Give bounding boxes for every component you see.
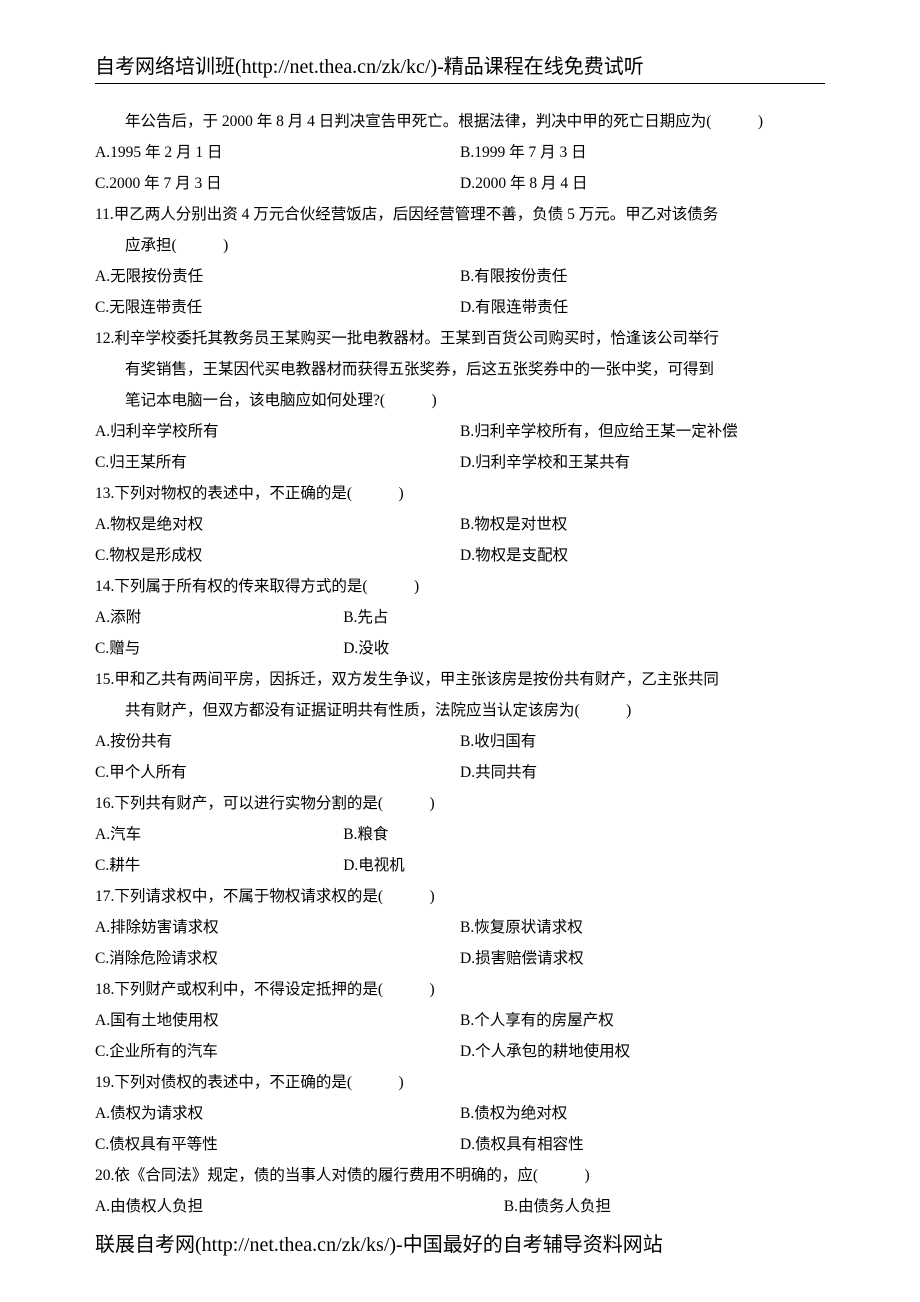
q10-opt-d: D.2000 年 8 月 4 日: [460, 168, 825, 199]
q12-opt-b: B.归利辛学校所有，但应给王某一定补偿: [460, 416, 825, 447]
q19-opts-row1: A.债权为请求权 B.债权为绝对权: [95, 1098, 825, 1129]
q12-stem-line2: 有奖销售，王某因代买电教器材而获得五张奖券，后这五张奖券中的一张中奖，可得到: [95, 354, 825, 385]
q13-opt-d: D.物权是支配权: [460, 540, 825, 571]
q14-opt-d: D.没收: [343, 633, 825, 664]
q15-opts-row2: C.甲个人所有 D.共同共有: [95, 757, 825, 788]
q19-opt-b: B.债权为绝对权: [460, 1098, 825, 1129]
q12-opts-row2: C.归王某所有 D.归利辛学校和王某共有: [95, 447, 825, 478]
q16-opts-row2: C.耕牛 D.电视机: [95, 850, 825, 881]
q19-opts-row2: C.债权具有平等性 D.债权具有相容性: [95, 1129, 825, 1160]
q12-opts-row1: A.归利辛学校所有 B.归利辛学校所有，但应给王某一定补偿: [95, 416, 825, 447]
q19-opt-d: D.债权具有相容性: [460, 1129, 825, 1160]
q14-opts-row2: C.赠与 D.没收: [95, 633, 825, 664]
q11-opts-row2: C.无限连带责任 D.有限连带责任: [95, 292, 825, 323]
q13-opts-row2: C.物权是形成权 D.物权是支配权: [95, 540, 825, 571]
q12-opt-c: C.归王某所有: [95, 447, 460, 478]
q18-stem: 18.下列财产或权利中，不得设定抵押的是( ): [95, 974, 825, 1005]
q14-opt-c: C.赠与: [95, 633, 343, 664]
q18-opts-row2: C.企业所有的汽车 D.个人承包的耕地使用权: [95, 1036, 825, 1067]
q19-opt-c: C.债权具有平等性: [95, 1129, 460, 1160]
q15-opt-b: B.收归国有: [460, 726, 825, 757]
exam-content: 年公告后，于 2000 年 8 月 4 日判决宣告甲死亡。根据法律，判决中甲的死…: [95, 106, 825, 1222]
q12-opt-a: A.归利辛学校所有: [95, 416, 460, 447]
q11-opts-row1: A.无限按份责任 B.有限按份责任: [95, 261, 825, 292]
q14-opt-b: B.先占: [343, 602, 825, 633]
q17-opt-d: D.损害赔偿请求权: [460, 943, 825, 974]
q13-stem: 13.下列对物权的表述中，不正确的是( ): [95, 478, 825, 509]
q18-opt-c: C.企业所有的汽车: [95, 1036, 460, 1067]
page-header: 自考网络培训班(http://net.thea.cn/zk/kc/)-精品课程在…: [95, 50, 825, 84]
q20-opts-row1: A.由债权人负担 B.由债务人负担: [95, 1191, 825, 1222]
q14-opt-a: A.添附: [95, 602, 343, 633]
q15-opt-d: D.共同共有: [460, 757, 825, 788]
q16-stem: 16.下列共有财产，可以进行实物分割的是( ): [95, 788, 825, 819]
q15-stem-line2: 共有财产，但双方都没有证据证明共有性质，法院应当认定该房为( ): [95, 695, 825, 726]
q12-opt-d: D.归利辛学校和王某共有: [460, 447, 825, 478]
q13-opt-b: B.物权是对世权: [460, 509, 825, 540]
q19-opt-a: A.债权为请求权: [95, 1098, 460, 1129]
q17-opts-row2: C.消除危险请求权 D.损害赔偿请求权: [95, 943, 825, 974]
q11-opt-c: C.无限连带责任: [95, 292, 460, 323]
q15-opts-row1: A.按份共有 B.收归国有: [95, 726, 825, 757]
q14-opts-row1: A.添附 B.先占: [95, 602, 825, 633]
q10-cont-text: 年公告后，于 2000 年 8 月 4 日判决宣告甲死亡。根据法律，判决中甲的死…: [95, 106, 825, 137]
q20-stem: 20.依《合同法》规定，债的当事人对债的履行费用不明确的，应( ): [95, 1160, 825, 1191]
q18-opts-row1: A.国有土地使用权 B.个人享有的房屋产权: [95, 1005, 825, 1036]
q14-stem: 14.下列属于所有权的传来取得方式的是( ): [95, 571, 825, 602]
q11-stem-line1: 11.甲乙两人分别出资 4 万元合伙经营饭店，后因经营管理不善，负债 5 万元。…: [95, 199, 825, 230]
q15-opt-a: A.按份共有: [95, 726, 460, 757]
q12-stem-line1: 12.利辛学校委托其教务员王某购买一批电教器材。王某到百货公司购买时，恰逢该公司…: [95, 323, 825, 354]
q17-opt-c: C.消除危险请求权: [95, 943, 460, 974]
q12-stem-line3: 笔记本电脑一台，该电脑应如何处理?( ): [95, 385, 825, 416]
q17-opts-row1: A.排除妨害请求权 B.恢复原状请求权: [95, 912, 825, 943]
q20-opt-b: B.由债务人负担: [504, 1191, 825, 1222]
q10-opts-row2: C.2000 年 7 月 3 日 D.2000 年 8 月 4 日: [95, 168, 825, 199]
q20-opt-a: A.由债权人负担: [95, 1191, 504, 1222]
q10-continuation: 年公告后，于 2000 年 8 月 4 日判决宣告甲死亡。根据法律，判决中甲的死…: [95, 106, 825, 137]
q17-opt-a: A.排除妨害请求权: [95, 912, 460, 943]
q17-opt-b: B.恢复原状请求权: [460, 912, 825, 943]
q13-opts-row1: A.物权是绝对权 B.物权是对世权: [95, 509, 825, 540]
q18-opt-b: B.个人享有的房屋产权: [460, 1005, 825, 1036]
q15-opt-c: C.甲个人所有: [95, 757, 460, 788]
q19-stem: 19.下列对债权的表述中，不正确的是( ): [95, 1067, 825, 1098]
q16-opt-d: D.电视机: [343, 850, 825, 881]
q10-opt-b: B.1999 年 7 月 3 日: [460, 137, 825, 168]
q16-opt-b: B.粮食: [343, 819, 825, 850]
page-footer: 联展自考网(http://net.thea.cn/zk/ks/)-中国最好的自考…: [95, 1228, 825, 1257]
q16-opt-a: A.汽车: [95, 819, 343, 850]
q16-opts-row1: A.汽车 B.粮食: [95, 819, 825, 850]
q15-stem-line1: 15.甲和乙共有两间平房，因拆迁，双方发生争议，甲主张该房是按份共有财产，乙主张…: [95, 664, 825, 695]
q18-opt-d: D.个人承包的耕地使用权: [460, 1036, 825, 1067]
q11-stem-line2: 应承担( ): [95, 230, 825, 261]
q11-opt-b: B.有限按份责任: [460, 261, 825, 292]
q13-opt-c: C.物权是形成权: [95, 540, 460, 571]
q10-opts-row1: A.1995 年 2 月 1 日 B.1999 年 7 月 3 日: [95, 137, 825, 168]
q13-opt-a: A.物权是绝对权: [95, 509, 460, 540]
q11-opt-a: A.无限按份责任: [95, 261, 460, 292]
q10-opt-a: A.1995 年 2 月 1 日: [95, 137, 460, 168]
q17-stem: 17.下列请求权中，不属于物权请求权的是( ): [95, 881, 825, 912]
q18-opt-a: A.国有土地使用权: [95, 1005, 460, 1036]
q16-opt-c: C.耕牛: [95, 850, 343, 881]
q10-opt-c: C.2000 年 7 月 3 日: [95, 168, 460, 199]
q11-opt-d: D.有限连带责任: [460, 292, 825, 323]
